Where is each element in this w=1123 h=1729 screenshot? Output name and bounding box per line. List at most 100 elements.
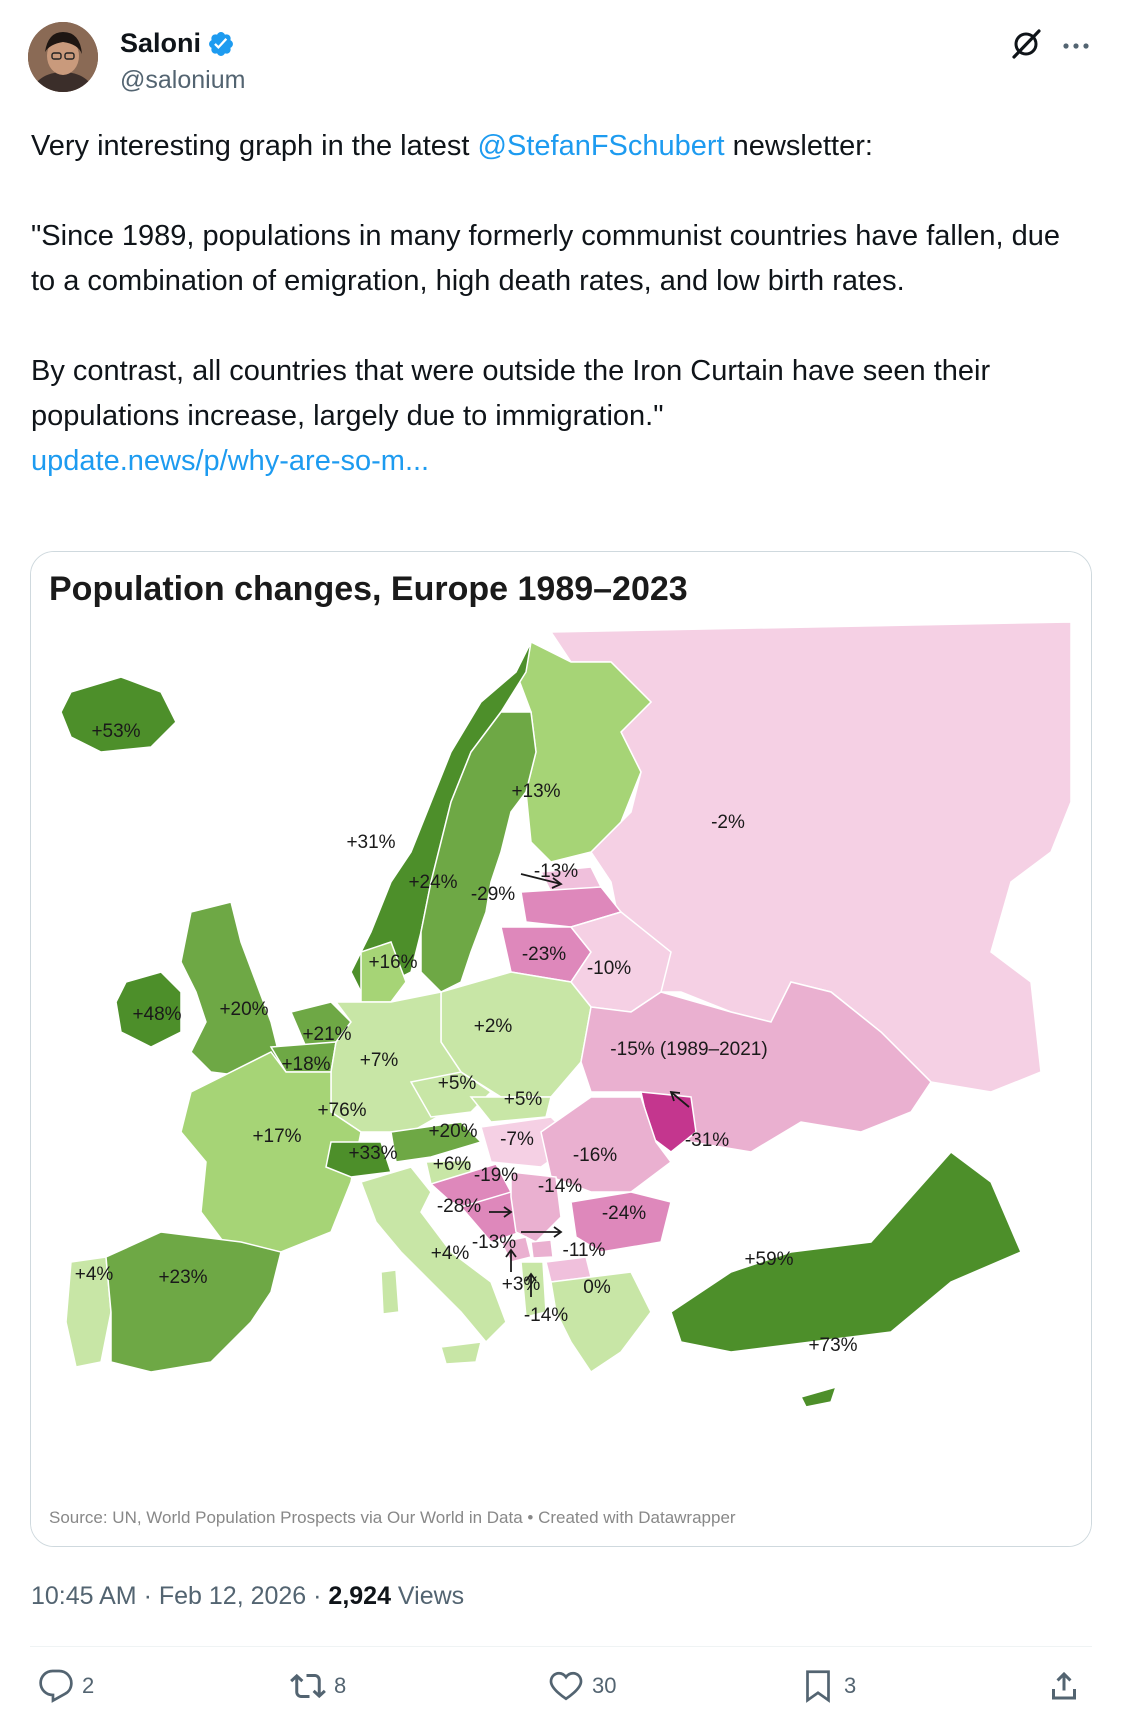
tweet-time[interactable]: 10:45 AM [31,1582,137,1610]
label-hungary: -7% [500,1129,534,1150]
mention-link[interactable]: @StefanFSchubert [477,130,725,162]
label-latvia: -29% [471,884,515,905]
region-greece [550,1271,652,1374]
region-sweden [420,711,537,993]
label-slovenia: +6% [433,1154,472,1175]
tweet-meta: 10:45 AM · Feb 12, 2026 · 2,924 Views [31,1582,464,1611]
tweet-line-1: Very interesting graph in the latest @St… [31,124,1091,169]
label-serbia: -14% [538,1176,582,1197]
display-name[interactable]: Saloni [120,28,202,58]
more-options-icon[interactable] [1058,28,1094,64]
label-united-kingdom: +20% [219,999,268,1020]
label-greece: 0% [583,1277,611,1298]
verified-badge-icon [209,31,233,56]
label-north-macedonia: -11% [563,1240,606,1261]
region-spain [105,1231,282,1373]
label-russia: -2% [711,812,745,833]
region-turkey [670,1150,1022,1353]
tweet-text-segment: Very interesting graph in the latest [31,130,478,162]
tweet-text-segment: newsletter: [724,130,873,162]
tweet-date[interactable]: Feb 12, 2026 [158,1582,307,1610]
reply-icon [39,1669,73,1703]
author-handle[interactable]: @salonium [120,66,246,94]
bookmark-count: 3 [844,1673,857,1698]
label-austria: +20% [428,1121,477,1142]
author-name-row[interactable]: Saloni [120,28,235,59]
avatar[interactable] [28,22,98,92]
reply-button[interactable]: 2 [38,1668,94,1704]
region-bulgaria [570,1191,672,1253]
region-iceland [60,676,177,753]
meta-separator: · [306,1582,329,1610]
label-belgium: +18% [281,1054,330,1075]
views-count: 2,924 [328,1582,391,1610]
label-poland: +2% [474,1016,513,1037]
label-switzerland: +33% [348,1143,397,1164]
meta-separator: · [136,1582,159,1610]
like-count: 30 [592,1673,617,1698]
share-button[interactable] [1046,1668,1082,1704]
article-link[interactable]: update.news/p/why-are-so-m... [31,445,430,477]
region-ireland [115,971,182,1048]
region-france [180,1051,362,1253]
divider [30,1646,1092,1647]
label-ukraine: -15% (1989–2021) [610,1039,767,1060]
heart-icon [549,1671,583,1701]
label-turkey: +59% [744,1249,793,1270]
label-lithuania: -23% [522,944,566,965]
label-romania: -16% [573,1145,617,1166]
media-card[interactable]: +53% +31% +24% +13% -2% -13% -29% -23% -10% +16% +… [30,551,1092,1547]
region-denmark [360,941,407,1003]
label-sweden: +24% [408,872,457,893]
views-label: Views [390,1582,465,1610]
label-bulgaria: -24% [602,1203,646,1224]
repost-icon [290,1673,326,1699]
label-norway: +31% [346,832,395,853]
label-kosovo: -14% [524,1305,568,1326]
label-belarus: -10% [587,958,631,979]
label-bosnia-and-herzegovina: -28% [437,1196,481,1217]
chart-source: Source: UN, World Population Prospects v… [49,1508,736,1527]
label-slovakia: +5% [504,1089,543,1110]
label-france: +17% [252,1126,301,1147]
label-luxembourg: +76% [317,1100,366,1121]
grok-icon[interactable] [1008,26,1044,62]
label-croatia: -19% [474,1165,518,1186]
repost-count: 8 [334,1673,347,1698]
label-italy: +4% [431,1243,470,1264]
region-labels: +53% +31% +24% +13% -2% -13% -29% -23% -10% +16% +… [75,721,858,1356]
label-denmark: +16% [368,952,417,973]
label-montenegro: -13% [472,1232,516,1253]
region-italy [360,1166,507,1344]
label-czechia: +5% [438,1073,477,1094]
region-albania [520,1261,547,1318]
label-spain: +23% [158,1267,207,1288]
europe-map: +53% +31% +24% +13% -2% -13% -29% -23% -10% +16% +… [31,552,1091,1546]
label-albania: +3% [502,1274,541,1295]
region-austria [390,1121,483,1163]
region-romania [540,1096,673,1193]
label-moldova: -31% [685,1130,729,1151]
bookmark-button[interactable]: 3 [800,1668,856,1704]
share-icon [1052,1671,1076,1700]
chart-title: Population changes, Europe 1989–2023 [49,570,688,608]
bookmark-icon [806,1670,830,1703]
label-estonia: -13% [534,861,578,882]
label-netherlands: +21% [302,1024,351,1045]
repost-button[interactable]: 8 [290,1668,346,1704]
tweet-paragraph-2: "Since 1989, populations in many formerl… [31,220,1061,297]
label-germany: +7% [360,1050,399,1071]
region-switzerland [325,1141,393,1178]
region-cyprus [799,1385,838,1408]
reply-count: 2 [82,1673,95,1698]
tweet-text: Very interesting graph in the latest @St… [31,124,1091,484]
label-finland: +13% [511,781,560,802]
like-button[interactable]: 30 [548,1668,616,1704]
region-kosovo [530,1239,554,1259]
label-cyprus: +73% [808,1335,857,1356]
label-iceland: +53% [91,721,140,742]
label-portugal: +4% [75,1264,114,1285]
tweet-paragraph-3: By contrast, all countries that were out… [31,355,991,432]
label-ireland: +48% [132,1004,181,1025]
